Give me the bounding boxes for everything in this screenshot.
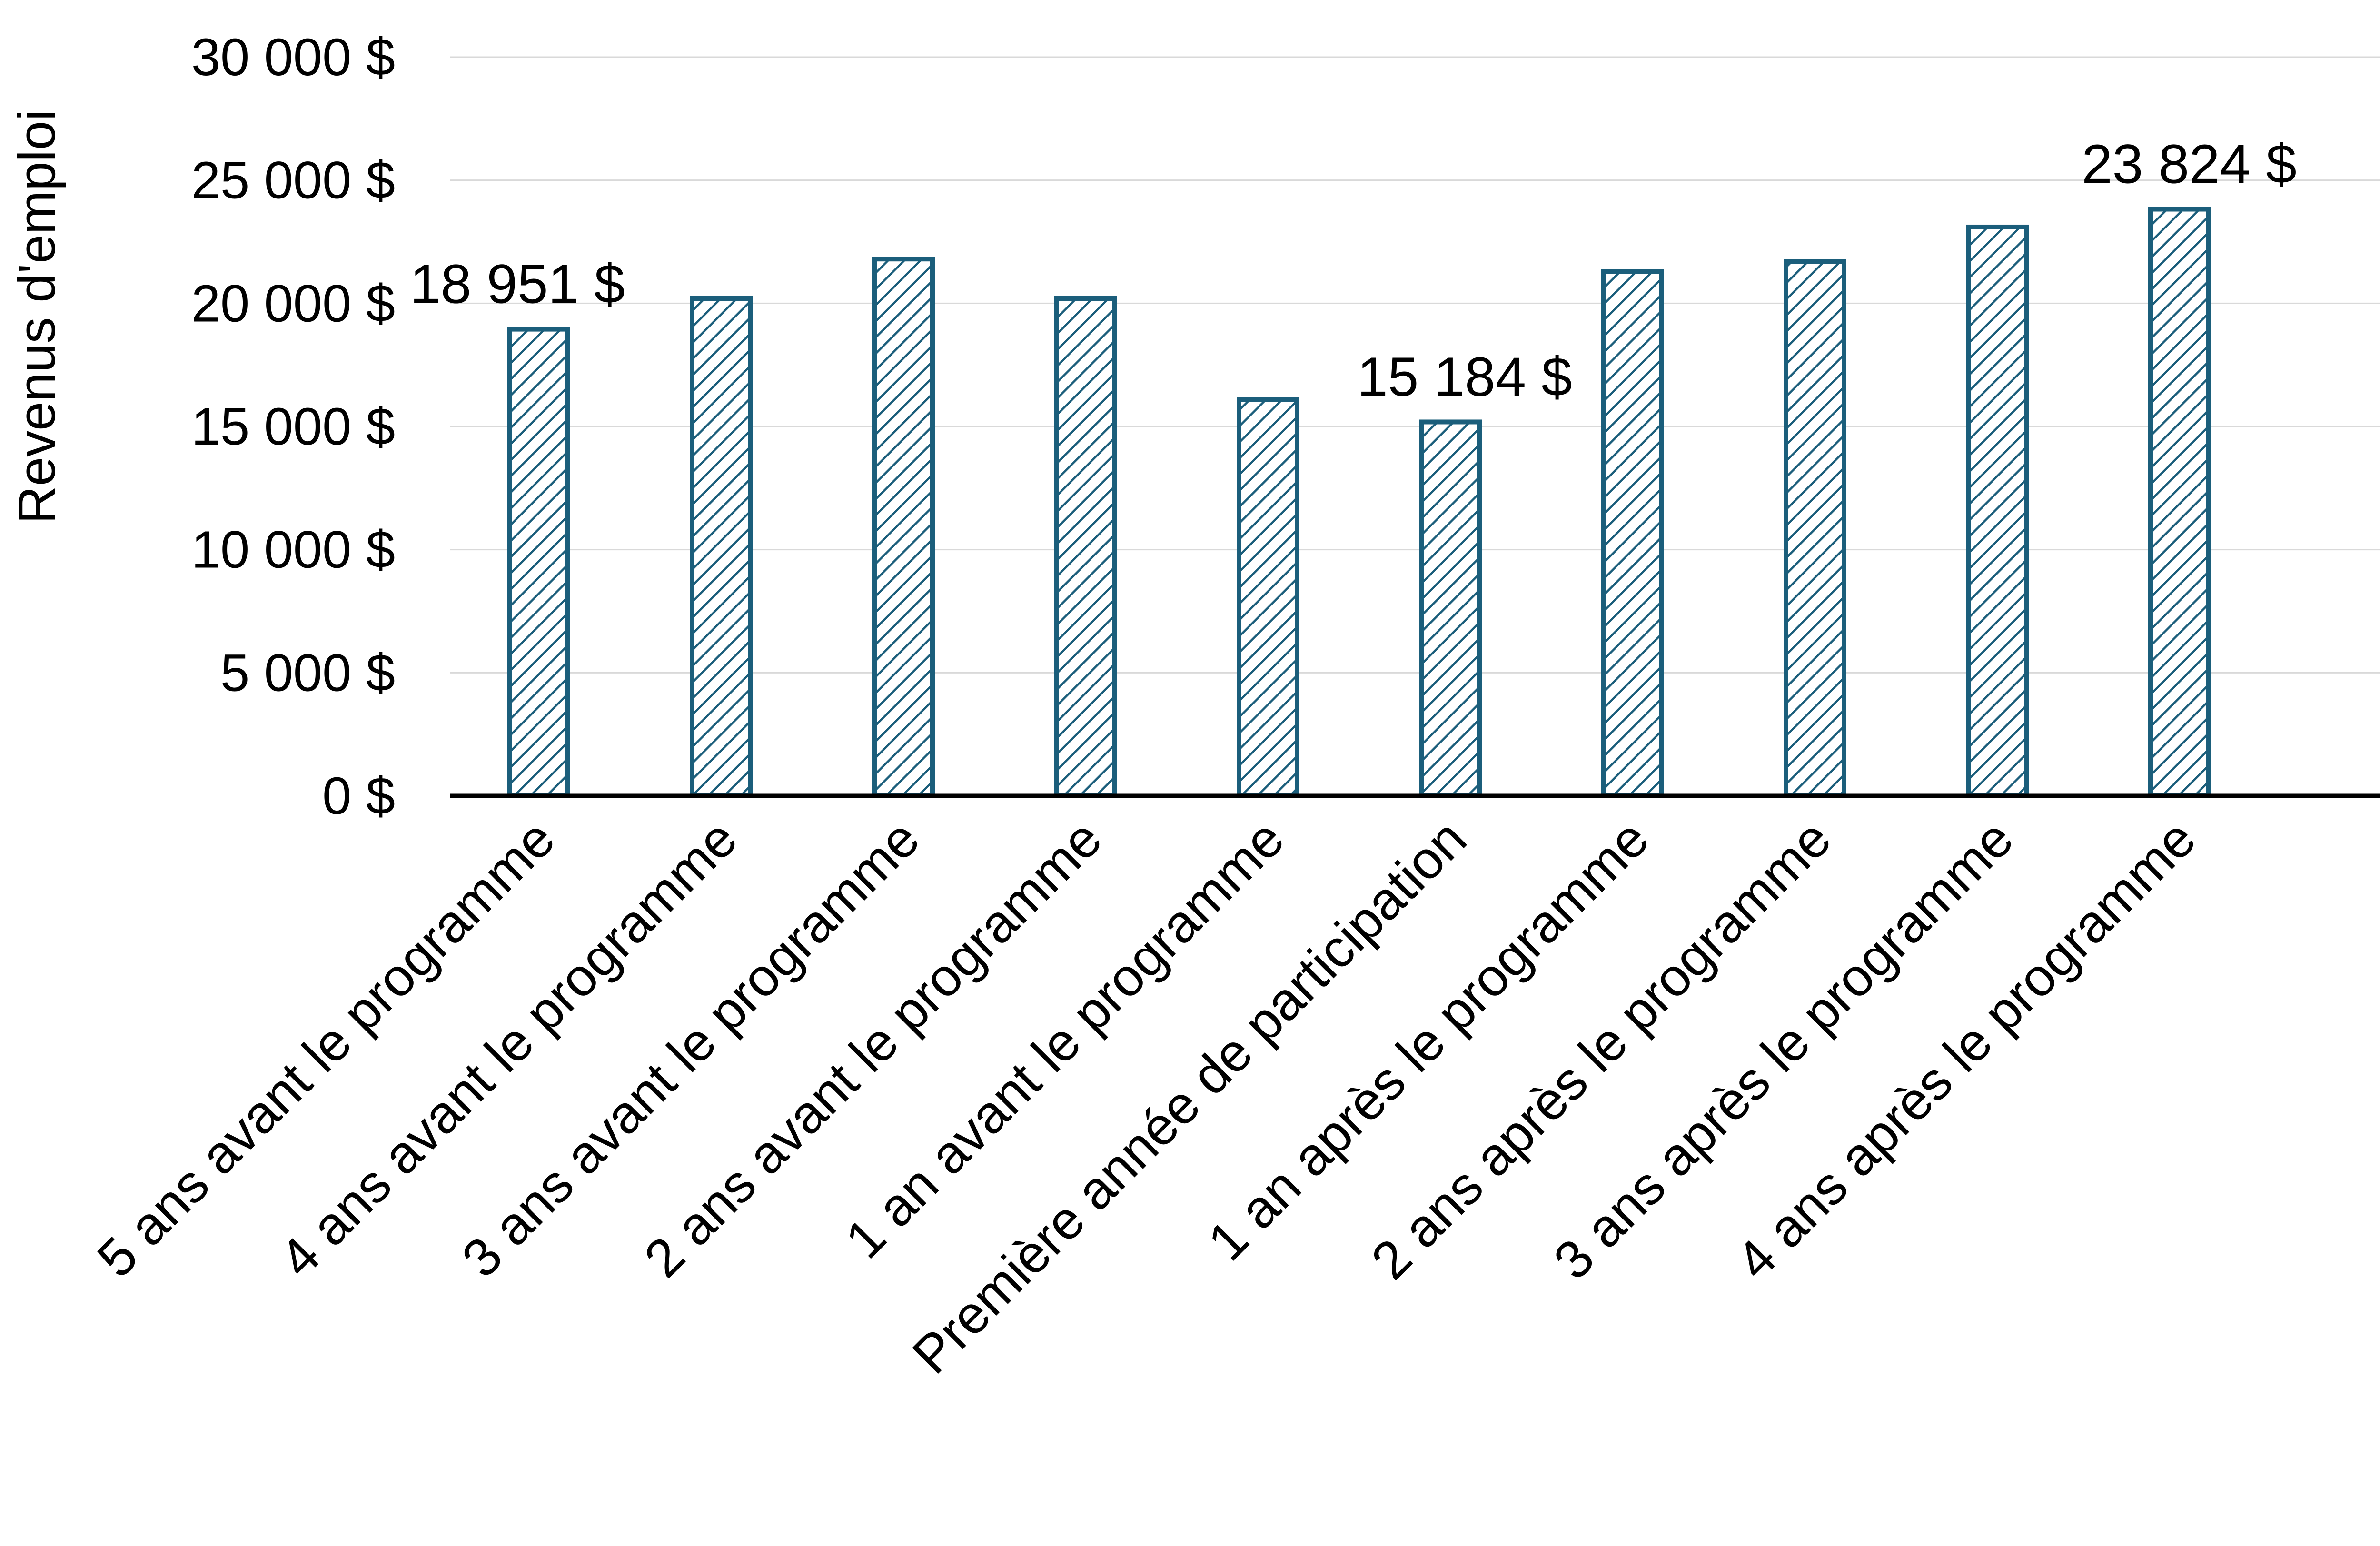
y-tick-label: 20 000 $ <box>191 274 395 333</box>
bar <box>1054 296 1117 798</box>
data-labels: 18 951 $ 15 184 $ 23 824 $ <box>410 133 2297 408</box>
bar <box>872 257 935 798</box>
data-label: 15 184 $ <box>1357 346 1572 407</box>
bar <box>1601 269 1664 799</box>
bars <box>450 207 2380 799</box>
bar <box>507 327 570 798</box>
data-label: 18 951 $ <box>410 253 625 315</box>
y-axis-ticks: 0 $ 5 000 $ 10 000 $ 15 000 $ 20 000 $ 25 000… <box>191 28 395 825</box>
y-tick-label: 10 000 $ <box>191 521 395 579</box>
bar <box>690 296 753 798</box>
y-tick-label: 15 000 $ <box>191 397 395 456</box>
y-axis-title: Revenus d'emploi <box>8 109 66 524</box>
bar <box>1419 419 1482 798</box>
bar <box>2148 207 2211 798</box>
bar <box>1966 224 2029 799</box>
y-tick-label: 5 000 $ <box>220 644 395 702</box>
y-tick-label: 30 000 $ <box>191 28 395 87</box>
data-label: 23 824 $ <box>2082 133 2297 195</box>
bar <box>1784 259 1846 798</box>
y-tick-label: 0 $ <box>322 767 395 825</box>
y-tick-label: 25 000 $ <box>191 151 395 210</box>
bar <box>1237 397 1299 798</box>
